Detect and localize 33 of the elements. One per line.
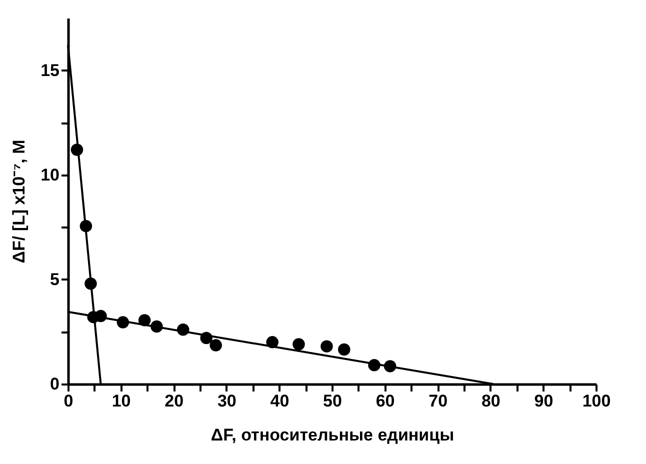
point: [176, 324, 190, 336]
point: [292, 338, 305, 350]
point: [80, 220, 92, 232]
point: [384, 360, 396, 372]
x-tick-label: 70: [428, 392, 448, 410]
point: [150, 320, 163, 333]
y-axis-title: ΔF/ [L] x10⁻⁷, M: [10, 140, 29, 264]
x-tick-label: 90: [534, 392, 554, 410]
x-tick-label: 10: [112, 392, 131, 410]
x-tick-label: 50: [323, 392, 342, 410]
point: [200, 332, 212, 344]
x-tick-label: 40: [270, 392, 290, 410]
y-tick-label: 10: [40, 165, 60, 184]
point: [266, 336, 278, 348]
point: [210, 339, 222, 352]
x-tick-label: 60: [376, 392, 395, 410]
point: [368, 359, 380, 372]
point: [84, 278, 97, 290]
y-tick-label: 0: [50, 374, 60, 394]
point: [320, 340, 333, 352]
point: [116, 316, 130, 328]
x-axis-title: ΔF, относительные единицы: [210, 426, 454, 444]
y-tick-label: 5: [50, 270, 60, 289]
x-tick-label: 0: [64, 392, 74, 410]
point: [338, 343, 350, 356]
x-tick-label: 100: [582, 392, 611, 410]
point: [70, 144, 84, 156]
x-tick-label: 30: [217, 392, 236, 410]
point: [94, 310, 107, 322]
y-tick-label: 15: [40, 60, 60, 80]
x-tick-label: 80: [481, 392, 500, 410]
point: [138, 314, 151, 326]
x-tick-label: 20: [164, 392, 184, 410]
